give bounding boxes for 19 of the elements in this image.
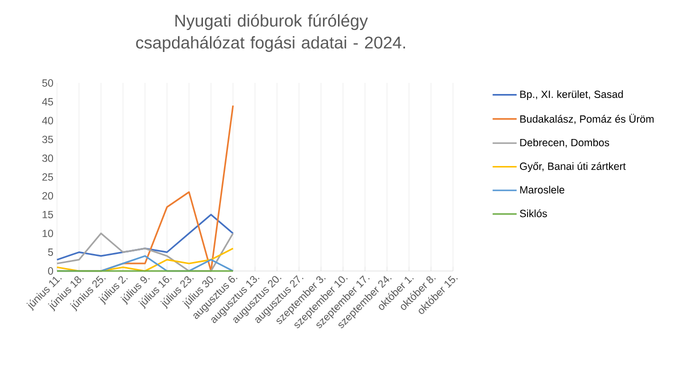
y-tick-label: 20 xyxy=(42,192,54,200)
legend-label: Budakalász, Pomáz és Üröm xyxy=(520,114,654,124)
y-tick-label: 25 xyxy=(42,173,54,181)
legend-label: Debrecen, Dombos xyxy=(520,138,610,148)
y-tick-label: 0 xyxy=(48,267,54,275)
y-tick-label: 5 xyxy=(48,248,54,256)
line-series xyxy=(56,232,234,272)
legend-label: Bp., XI. kerület, Sasad xyxy=(520,90,623,100)
y-tick-label: 35 xyxy=(42,136,54,144)
y-tick-label: 15 xyxy=(42,210,54,218)
chart-title: Nyugati dióburok fúrólégy csapdahálózat fogási adatai - 2024. xyxy=(136,14,405,52)
legend-label: Siklós xyxy=(520,209,547,218)
y-tick-label: 40 xyxy=(42,116,54,124)
y-tick-label: 45 xyxy=(42,98,54,106)
legend-label: Maroslele xyxy=(520,186,564,194)
legend-label: Győr, Banai úti zártkert xyxy=(520,162,626,172)
y-tick-label: 10 xyxy=(42,230,54,238)
y-tick-label: 50 xyxy=(42,79,54,87)
y-tick-label: 30 xyxy=(42,154,54,162)
